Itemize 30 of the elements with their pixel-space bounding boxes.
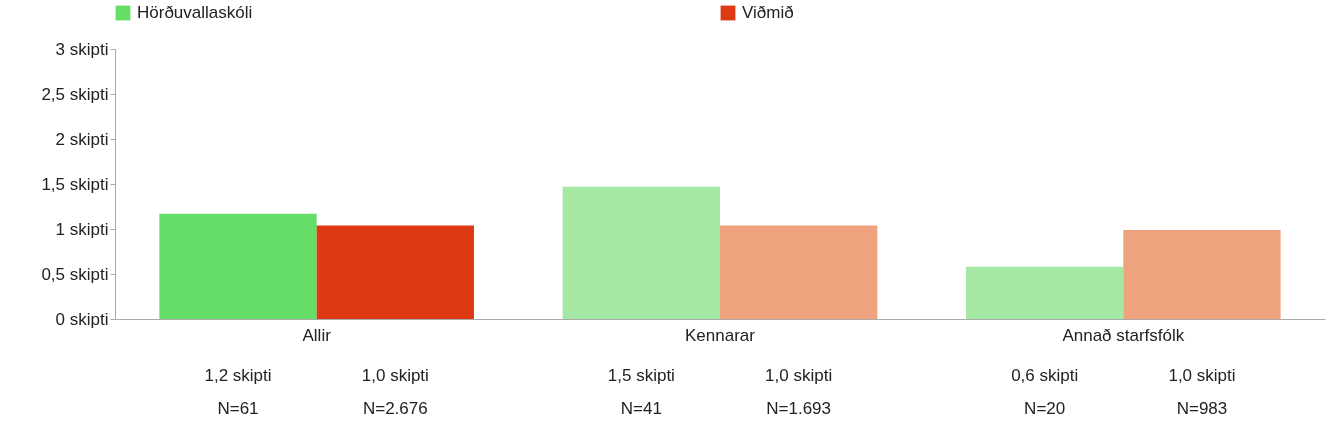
y-tick-label: 0,5 skipti	[41, 264, 109, 284]
bar	[159, 213, 317, 319]
x-tick-label: Kennarar	[685, 325, 756, 345]
y-tick-label: 2,5 skipti	[41, 84, 109, 104]
text: N=61	[217, 399, 259, 418]
bar	[720, 225, 878, 319]
bar	[966, 266, 1124, 319]
data-label: 1,0 skipti	[765, 366, 833, 385]
y-tick-label: 0 skipti	[55, 309, 109, 329]
bar	[1123, 229, 1281, 319]
x-tick-label: Annað starfsfólk	[1062, 325, 1185, 345]
data-label: 0,6 skipti	[1011, 366, 1079, 385]
data-label: 1,5 skipti	[607, 366, 675, 385]
text: N=2.676	[362, 399, 428, 418]
x-tick-label: Allir	[302, 325, 332, 345]
data-label: 1,2 skipti	[204, 366, 272, 385]
text: N=20	[1024, 399, 1066, 418]
bar	[316, 225, 474, 319]
text: N=1.693	[766, 399, 832, 418]
y-tick-label: 1 skipti	[55, 219, 109, 239]
data-label: 1,0 skipti	[1168, 366, 1236, 385]
y-tick-label: 1,5 skipti	[41, 174, 109, 194]
text: N=983	[1176, 399, 1228, 418]
bar	[562, 186, 720, 319]
text: N=41	[620, 399, 662, 418]
y-tick-label: 2 skipti	[55, 129, 109, 149]
legend-label: Hörðuvallaskóli	[137, 3, 253, 22]
legend-label: Viðmið	[742, 3, 794, 22]
y-tick-label: 3 skipti	[55, 39, 109, 59]
data-label: 1,0 skipti	[361, 366, 429, 385]
